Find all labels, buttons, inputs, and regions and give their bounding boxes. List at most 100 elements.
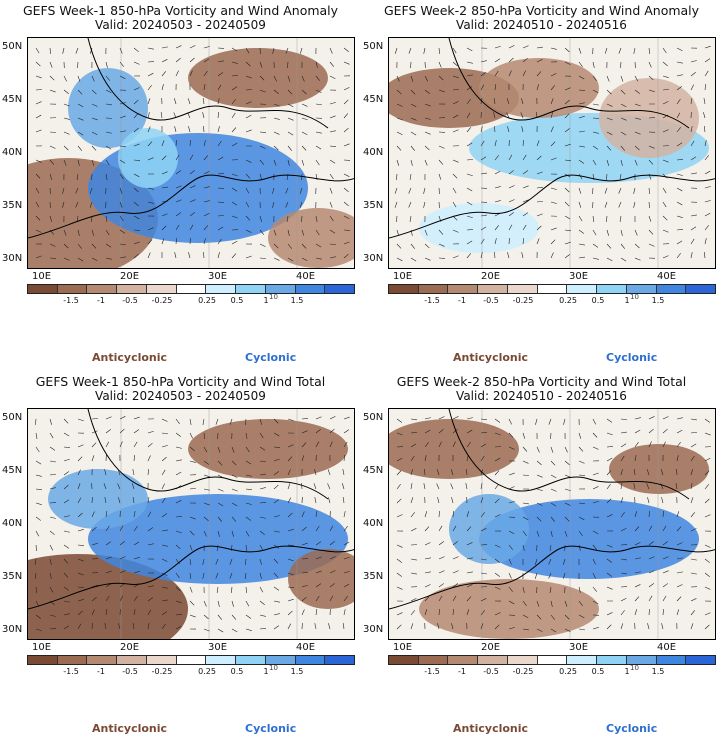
wind-arrow (245, 89, 253, 91)
wind-arrow (423, 201, 426, 208)
wind-arrow (259, 544, 264, 551)
wind-arrow (606, 514, 613, 518)
wind-arrow (104, 623, 107, 630)
colorbar-tick: -1.5 (63, 296, 79, 305)
lat-label: 35N (363, 571, 384, 582)
wind-arrow (105, 159, 110, 166)
wind-arrow (466, 511, 470, 518)
wind-arrow (273, 458, 280, 462)
wind-arrow (35, 460, 42, 465)
wind-arrow (259, 432, 264, 439)
wind-arrow (704, 70, 709, 77)
wind-arrow (287, 103, 294, 108)
wind-arrow (217, 112, 219, 119)
wind-arrow (606, 498, 612, 504)
colorbar-tick: 1 (624, 667, 630, 676)
wind-arrow (287, 117, 294, 121)
wind-arrow (161, 513, 168, 518)
wind-arrow (634, 511, 637, 518)
wind-arrow (662, 187, 667, 194)
wind-arrow (259, 229, 265, 235)
wind-arrow (329, 173, 334, 180)
wind-arrow (329, 115, 336, 119)
wind-arrow (273, 257, 280, 261)
wind-arrow (648, 556, 655, 560)
wind-arrow (438, 583, 445, 588)
wind-arrow (133, 556, 140, 560)
wind-arrow (606, 131, 613, 136)
colorbar-tick: 1 (624, 296, 630, 305)
wind-arrow (245, 600, 250, 607)
wind-arrow (315, 416, 322, 420)
colorbar-swatch (28, 285, 58, 293)
wind-arrow (35, 614, 41, 619)
wind-arrow (494, 225, 499, 231)
wind-arrow (522, 586, 525, 593)
wind-arrow (522, 70, 526, 77)
wind-arrow (133, 609, 136, 616)
wind-arrow (396, 257, 403, 262)
wind-arrow (592, 201, 594, 209)
wind-arrow (396, 229, 400, 236)
wind-arrow (272, 201, 275, 208)
wind-arrow (480, 455, 485, 462)
wind-arrow (49, 61, 53, 68)
wind-arrow (452, 173, 458, 179)
wind-arrow (245, 586, 247, 593)
wind-arrow (662, 416, 669, 420)
wind-arrow (301, 442, 307, 448)
wind-arrow (675, 483, 678, 490)
wind-arrow (606, 159, 610, 166)
wind-arrow (231, 460, 237, 466)
wind-arrow (91, 145, 97, 151)
wind-arrow (175, 500, 182, 504)
wind-arrow (175, 70, 179, 77)
wind-arrow (301, 511, 305, 518)
map-field (389, 38, 715, 268)
wind-arrow (35, 530, 40, 537)
wind-arrow (494, 200, 501, 203)
wind-arrow (259, 628, 266, 630)
wind-arrow (634, 89, 640, 94)
wind-arrow (49, 173, 53, 180)
wind-arrow (63, 544, 70, 549)
wind-arrow (245, 129, 252, 133)
wind-arrow (118, 497, 121, 504)
wind-arrow (273, 131, 280, 135)
wind-arrow (203, 432, 205, 439)
wind-arrow (606, 586, 613, 590)
wind-arrow (466, 442, 471, 448)
wind-arrow (189, 45, 196, 49)
wind-arrow (676, 526, 682, 532)
wind-arrow (175, 185, 182, 189)
wind-arrow (343, 541, 350, 546)
wind-arrow (75, 201, 79, 208)
wind-arrow (396, 572, 402, 577)
wind-arrow (508, 446, 515, 450)
wind-arrow (343, 609, 346, 616)
colorbar-swatch (478, 285, 508, 293)
wind-arrow (77, 61, 79, 69)
wind-arrow (119, 173, 124, 180)
wind-arrow (394, 201, 398, 208)
wind-arrow (315, 159, 320, 166)
wind-arrow (522, 212, 529, 217)
wind-arrow (480, 238, 485, 245)
wind-arrow (646, 483, 650, 490)
wind-arrow (424, 75, 429, 82)
wind-arrow (315, 511, 318, 518)
wind-arrow (231, 99, 236, 105)
wind-arrow (133, 429, 140, 434)
wind-arrow (175, 57, 181, 63)
wind-arrow (690, 72, 696, 77)
wind-arrow (424, 229, 428, 236)
colorbar-tick: 0.5 (591, 667, 605, 676)
wind-arrow (408, 47, 412, 54)
wind-arrow (564, 87, 571, 91)
wind-arrow (245, 255, 252, 259)
wind-arrow (329, 595, 334, 602)
wind-arrow (343, 99, 349, 105)
wind-arrow (105, 173, 108, 180)
wind-arrow (494, 155, 499, 161)
wind-arrow (480, 84, 485, 91)
